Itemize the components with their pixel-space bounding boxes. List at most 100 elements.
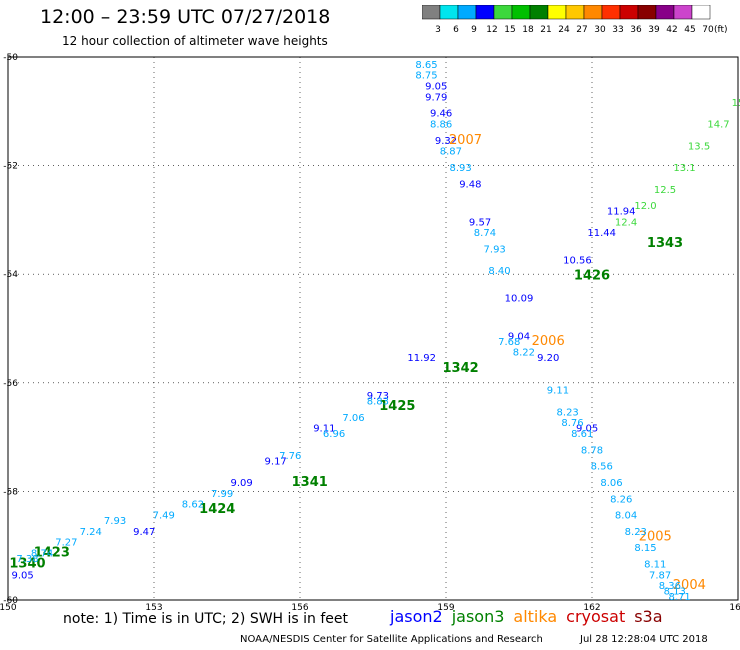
footnote: note: 1) Time is in UTC; 2) SWH is in fe… — [63, 611, 349, 627]
colorbar-unit: (ft) — [714, 25, 728, 35]
colorbar-tick-label: 9 — [471, 25, 477, 35]
wave-height-value: 15 — [732, 98, 740, 109]
wave-height-value: 7.24 — [80, 527, 102, 538]
satellite-legend: jason2 jason3 altika cryosat s3a — [390, 607, 672, 626]
colorbar-tick-label: 12 — [486, 25, 497, 35]
wave-height-value: 9.11 — [547, 386, 569, 397]
y-tick-label: -56 — [3, 379, 18, 389]
wave-height-value: 13.5 — [688, 141, 710, 152]
colorbar-tick-label: 42 — [666, 25, 677, 35]
wave-height-value: 9.05 — [576, 424, 598, 435]
wave-height-value: 9.48 — [459, 179, 481, 190]
wave-height-map: 150 153 156 159 162 165 -50 -52 -54 -56 -58 -60 9.05… — [0, 53, 740, 610]
wave-height-value: 9.20 — [537, 353, 559, 364]
legend-item-altika: altika — [513, 607, 558, 626]
colorbar-tick-label: 36 — [630, 25, 642, 35]
colorbar-tick-label: 24 — [558, 25, 570, 35]
wave-height-value: 8.23 — [625, 527, 647, 538]
wave-height-value: 7.87 — [649, 570, 671, 581]
y-tick-label: -50 — [3, 53, 18, 63]
wave-height-value: 7.06 — [342, 413, 364, 424]
wave-height-value: 7.68 — [498, 337, 520, 348]
wave-height-value: 14.7 — [707, 120, 729, 131]
wave-height-value: 8.22 — [513, 348, 535, 359]
colorbar-tick-label: 30 — [594, 25, 606, 35]
wave-height-value: 7.99 — [211, 489, 233, 500]
x-tick-label: 156 — [291, 603, 308, 610]
wave-height-value: 8.13 — [664, 587, 686, 598]
track-pass-label: 1343 — [647, 236, 683, 251]
wave-height-value: 8.75 — [415, 71, 437, 82]
wave-height-value: 9.04 — [508, 331, 530, 342]
x-tick-label: 153 — [145, 603, 162, 610]
colorbar-tick-label: 33 — [612, 25, 623, 35]
wave-height-value: 7.38 — [16, 554, 38, 565]
wave-height-value: 7.93 — [104, 516, 126, 527]
wave-height-value: 12.0 — [634, 201, 656, 212]
track-pass-label: 1342 — [443, 361, 479, 376]
wave-height-value: 8.36 — [659, 581, 681, 592]
track-pass-label: 1341 — [292, 475, 328, 490]
chart-title: 12:00 – 23:59 UTC 07/27/2018 — [40, 6, 331, 28]
wave-height-value: 9.09 — [230, 478, 252, 489]
colorbar-tick-label: 6 — [453, 25, 459, 35]
x-tick-label: 150 — [0, 603, 17, 610]
wave-height-value: 9.46 — [430, 109, 452, 120]
generated-timestamp: Jul 28 12:28:04 UTC 2018 — [580, 634, 708, 645]
wave-height-value: 9.73 — [367, 391, 389, 402]
wave-height-value: 8.74 — [31, 549, 53, 560]
wave-height-value: 8.78 — [581, 445, 603, 456]
track-pass-label: 1424 — [199, 502, 235, 517]
wave-height-value: 10.09 — [505, 293, 534, 304]
wave-height-value: 9.79 — [425, 92, 447, 103]
wave-height-value: 8.15 — [634, 543, 656, 554]
wave-height-value: 9.11 — [313, 424, 335, 435]
colorbar-tick-label: 18 — [522, 25, 534, 35]
plot-frame — [7, 56, 739, 601]
wave-height-value: 8.26 — [610, 494, 632, 505]
x-tick-label: 159 — [437, 603, 454, 610]
colorbar-tick-label: 27 — [576, 25, 587, 35]
wave-height-value: 11.92 — [407, 353, 436, 364]
wave-height-value: 6.96 — [323, 429, 345, 440]
wave-height-value: 9.05 — [11, 570, 33, 581]
wave-height-value: 13.1 — [673, 163, 695, 174]
legend-item-jason2: jason2 — [390, 607, 443, 626]
track-pass-label: 1425 — [379, 399, 415, 414]
legend-item-cryosat: cryosat — [566, 607, 626, 626]
legend-item-jason3: jason3 — [451, 607, 505, 626]
wave-height-value: 9.47 — [133, 527, 155, 538]
y-tick-label: -52 — [3, 162, 18, 172]
track-pass-label: 1423 — [34, 546, 70, 561]
wave-height-value: 8.04 — [615, 511, 637, 522]
wave-height-value: 9.32 — [435, 136, 457, 147]
wave-height-value: 7.27 — [55, 538, 77, 549]
color-scale-bar: 3 6 9 12 15 18 21 24 27 30 33 36 39 42 45 70 (ft) — [422, 5, 728, 35]
wave-height-value: 8.56 — [591, 462, 613, 473]
track-pass-label: 1340 — [9, 556, 45, 571]
wave-height-value: 11.44 — [587, 228, 616, 239]
wave-height-value: 8.93 — [449, 163, 471, 174]
wave-height-value: 8.61 — [571, 429, 593, 440]
wave-height-value: 8.23 — [557, 407, 579, 418]
colorbar-tick-label: 39 — [648, 25, 660, 35]
y-tick-label: -54 — [3, 270, 18, 280]
wave-height-value: 8.65 — [415, 60, 437, 71]
wave-height-value: 8.74 — [474, 228, 496, 239]
legend-item-s3a: s3a — [634, 607, 663, 626]
wave-height-value: 8.62 — [182, 500, 204, 511]
y-tick-label: -58 — [3, 487, 18, 497]
track-pass-label: 2007 — [449, 133, 482, 148]
colorbar-tick-label: 21 — [540, 25, 551, 35]
x-tick-label: 162 — [583, 603, 600, 610]
wave-height-value: 9.17 — [265, 456, 287, 467]
wave-height-value: 12.5 — [654, 185, 676, 196]
wave-height-value: 8.87 — [440, 147, 462, 158]
wave-height-value: 8.06 — [600, 478, 622, 489]
track-pass-label: 2005 — [639, 529, 672, 544]
y-tick-label: -60 — [3, 596, 18, 606]
colorbar-tick-label: 45 — [684, 25, 695, 35]
wave-height-value: 8.83 — [367, 397, 389, 408]
credit-line: NOAA/NESDIS Center for Satellite Applica… — [240, 634, 543, 645]
wave-height-value: 11.94 — [607, 206, 636, 217]
